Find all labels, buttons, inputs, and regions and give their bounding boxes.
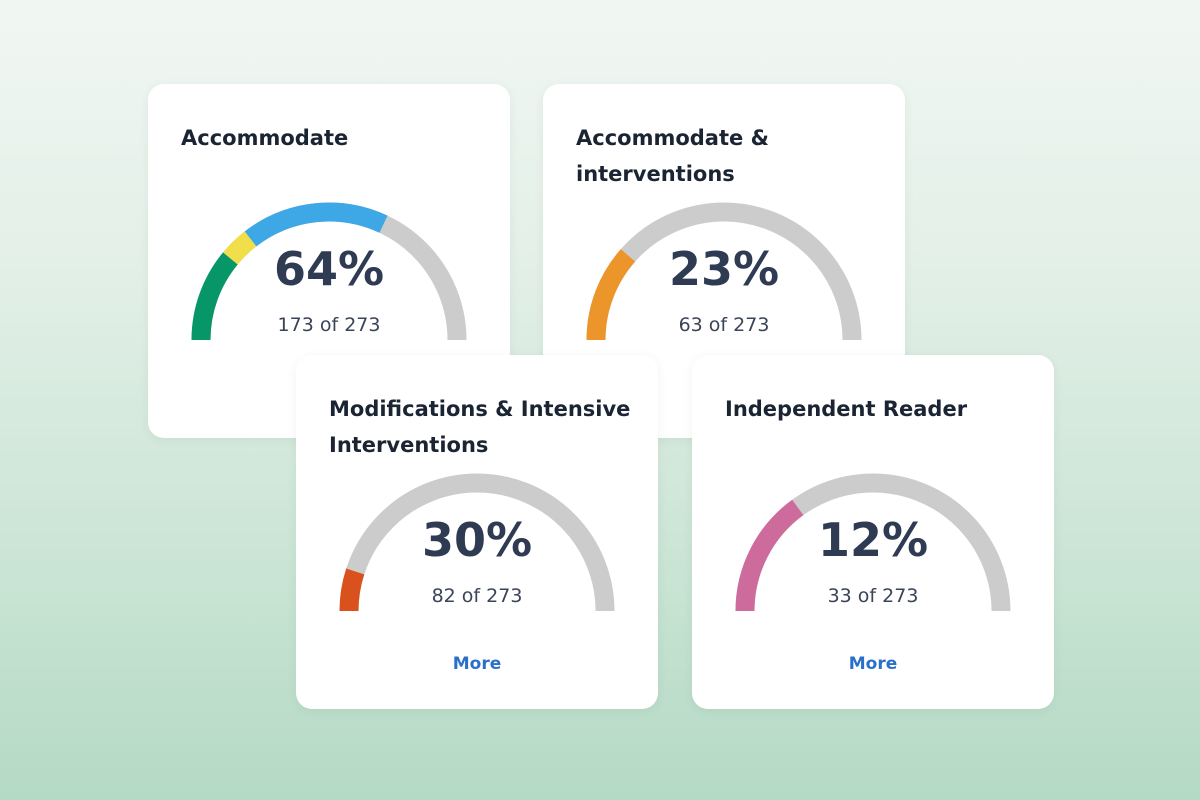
count-text: 63 of 273 — [678, 314, 770, 336]
gauge-chart — [735, 473, 1011, 612]
count-text: 173 of 273 — [277, 314, 381, 336]
gauge-segment — [586, 249, 636, 341]
percent-value: 23% — [668, 242, 780, 296]
count-text: 33 of 273 — [827, 585, 919, 607]
gauge-segment — [735, 499, 804, 612]
more-link[interactable]: More — [452, 654, 502, 674]
card-title: Modifications & Intensive Interventions — [329, 397, 631, 457]
gauge-chart — [191, 202, 467, 341]
gauge-track — [339, 473, 615, 612]
gauge-segment — [339, 568, 365, 612]
gauge-chart — [339, 473, 615, 612]
gauge-segment — [244, 202, 388, 247]
percent-value: 64% — [273, 242, 385, 296]
percent-value: 12% — [817, 513, 929, 567]
card-title: Independent Reader — [725, 397, 968, 421]
card-title: Accommodate & interventions — [576, 126, 769, 186]
gauge-chart — [586, 202, 862, 341]
card-title: Accommodate — [181, 126, 349, 150]
more-link[interactable]: More — [848, 654, 898, 674]
independent-reader-card: Independent Reader 12% 33 of 273 More — [692, 355, 1054, 709]
gauge-segment — [223, 231, 257, 265]
gauge-segment — [191, 252, 238, 341]
modifications-intensive-card: Modifications & Intensive Interventions … — [296, 355, 658, 709]
percent-value: 30% — [421, 513, 533, 567]
count-text: 82 of 273 — [431, 585, 523, 607]
